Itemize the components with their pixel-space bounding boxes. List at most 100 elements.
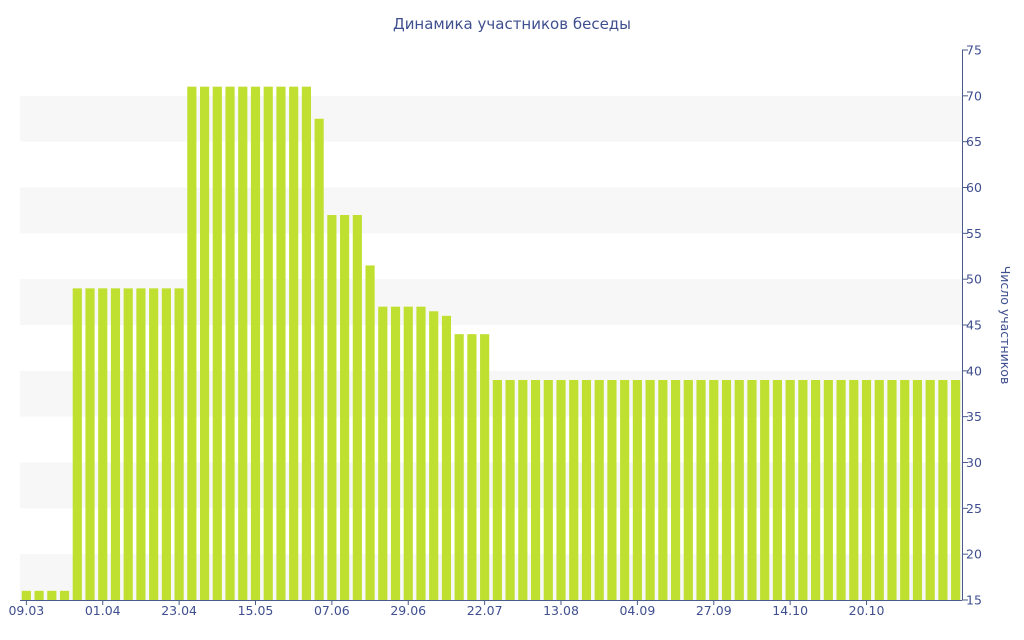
bar (543, 380, 553, 600)
bar (530, 380, 541, 600)
bar (378, 306, 388, 600)
x-tick-label: 14.10 (772, 603, 808, 618)
bar (849, 380, 859, 600)
y-tick-label: 75 (966, 43, 982, 58)
bar (123, 288, 133, 600)
bar (34, 590, 44, 600)
bar (632, 380, 642, 600)
x-axis: 09.03 01.04 23.04 15.05 07.06 29.06 22.07 13.08… (8, 600, 962, 618)
bar (212, 86, 222, 600)
x-tick-label: 27.09 (696, 603, 732, 618)
bar (340, 215, 350, 600)
bar (772, 380, 783, 600)
bar (900, 380, 910, 600)
bar (811, 380, 821, 600)
x-tick-label: 01.04 (85, 603, 121, 618)
bar (403, 306, 413, 600)
bar (836, 380, 846, 600)
bar (798, 380, 808, 600)
bar (696, 380, 706, 600)
bar (59, 590, 70, 600)
y-tick-label: 55 (966, 226, 982, 241)
bar (314, 118, 324, 600)
bar (225, 86, 235, 600)
y-tick-label: 40 (966, 363, 982, 378)
y-tick-label: 15 (966, 593, 982, 608)
x-tick-label: 29.06 (390, 603, 426, 618)
y-tick-label: 50 (966, 272, 982, 287)
bar (785, 380, 795, 600)
bar (581, 380, 592, 600)
bar (467, 334, 477, 600)
bar (149, 288, 159, 600)
bar (658, 380, 668, 600)
bar (874, 380, 884, 600)
x-tick-label: 13.08 (543, 603, 579, 618)
bar (734, 380, 744, 600)
bar (21, 590, 31, 600)
bar (454, 334, 464, 600)
x-tick-label: 04.09 (619, 603, 655, 618)
bar (365, 265, 375, 600)
bar (174, 288, 184, 600)
bar (161, 288, 171, 600)
bar (98, 288, 108, 600)
bar (925, 380, 935, 600)
y-tick-label: 35 (966, 409, 982, 424)
bar (47, 590, 57, 600)
bar (187, 86, 197, 600)
bar (938, 380, 948, 600)
x-tick-label: 20.10 (849, 603, 885, 618)
bar (441, 315, 452, 600)
bar (199, 86, 210, 600)
grid-band (20, 554, 962, 600)
bar (352, 215, 362, 600)
bar (912, 380, 923, 600)
bar (136, 288, 146, 600)
x-tick-label: 07.06 (314, 603, 350, 618)
bar (951, 380, 961, 600)
bar (594, 380, 604, 600)
bar (747, 380, 757, 600)
chart-title: Динамика участников беседы (393, 15, 631, 33)
bar (721, 380, 732, 600)
y-tick-label: 30 (966, 455, 982, 470)
bar (250, 86, 261, 600)
bar (670, 380, 681, 600)
x-tick-label: 15.05 (238, 603, 274, 618)
grid-band (20, 187, 962, 234)
bar (85, 288, 95, 600)
bar (327, 215, 337, 600)
grid-band (20, 462, 962, 509)
y-tick-label: 65 (966, 134, 982, 149)
bar (289, 86, 299, 600)
bar (823, 380, 833, 600)
y-tick-label: 45 (966, 318, 982, 333)
bar (301, 86, 312, 600)
bar (518, 380, 528, 600)
bar (390, 306, 401, 600)
bar (556, 380, 566, 600)
y-axis: 15 20 25 30 35 40 45 50 55 60 65 70 75 (962, 43, 982, 608)
bar (110, 288, 121, 600)
x-tick-label: 09.03 (8, 603, 44, 618)
bar (683, 380, 693, 600)
grid-band (20, 370, 962, 417)
y-tick-label: 25 (966, 501, 982, 516)
bar (480, 334, 490, 600)
bar (569, 380, 579, 600)
bar (887, 380, 897, 600)
bar (645, 380, 655, 600)
grid-bands (20, 95, 962, 600)
bar (72, 288, 82, 600)
bars-group (21, 86, 961, 600)
y-tick-label: 60 (966, 180, 982, 195)
bar (492, 380, 502, 600)
bar (620, 380, 630, 600)
x-tick-label: 22.07 (467, 603, 503, 618)
bar (861, 380, 872, 600)
y-axis-label: Число участников (998, 266, 1013, 385)
grid-band (20, 95, 962, 142)
